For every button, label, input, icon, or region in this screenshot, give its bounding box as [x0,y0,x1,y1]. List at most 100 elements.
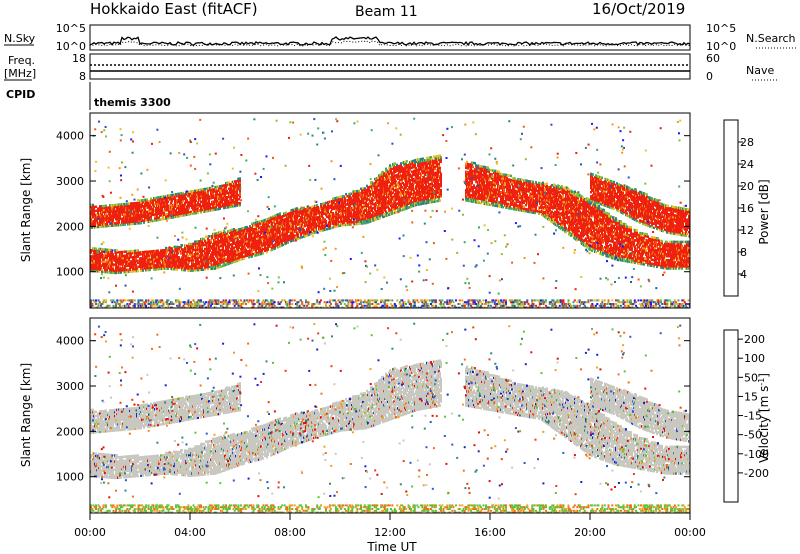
power-cell [411,176,413,180]
power-cell [438,162,440,166]
power-cell [95,259,97,263]
power-cell [371,180,373,184]
nave-tick-bottom: 0 [706,70,713,83]
power-cell [262,248,264,251]
power-cell [110,265,112,268]
power-cell [400,170,402,173]
power-cell [128,214,130,218]
power-cell [409,183,411,186]
power-cell [111,206,113,209]
power-cell [169,249,171,252]
power-cell [394,201,396,204]
power-cell [330,212,332,215]
power-cell [171,261,173,265]
power-cell [385,190,387,193]
power-cell [423,167,425,171]
power-cell [373,202,375,206]
power-cell [259,242,261,246]
power-cell [390,194,392,197]
power-cell [268,235,270,239]
power-cell [403,171,405,174]
power-cell [115,253,117,256]
power-cell [371,189,373,192]
power-cell [182,248,184,251]
power-cell [142,269,144,272]
power-cell [251,255,253,258]
power-cell [99,225,101,229]
power-cell [152,211,154,214]
power-cell [251,222,253,225]
power-cell [256,251,258,255]
power-cell [238,242,240,245]
power-cell [414,177,416,180]
power-cell [369,189,371,193]
nave-label: Nave [746,64,774,77]
power-cell [230,247,232,250]
power-cell [129,268,131,271]
power-cell [237,238,239,242]
power-cell [424,185,426,189]
power-cell [440,189,442,192]
nsky-panel: N.Sky 10^5 10^0 10^5 10^0 N.Search [4,22,796,53]
power-cell [369,191,371,195]
power-cell [302,213,304,216]
power-cell [248,243,250,247]
power-cell [212,251,214,254]
power-cell [429,168,431,171]
power-cell [298,228,300,232]
power-cell [426,162,428,166]
power-cell [223,256,225,259]
power-cell [203,254,205,257]
power-cell [130,206,132,209]
power-cell [121,221,123,224]
power-cell [90,218,92,221]
power-cell [178,258,180,261]
power-cell [97,259,99,263]
power-cell [215,242,217,246]
power-cell [372,190,374,194]
power-cell [196,266,198,270]
power-cell [278,216,280,220]
power-cell [383,194,385,198]
power-cell [173,207,175,211]
power-cell [139,215,141,219]
power-cell [168,214,170,218]
power-cell [406,160,408,163]
power-cell [348,211,350,214]
power-cell [366,219,368,222]
power-cell [435,157,437,160]
power-cell [280,232,282,235]
power-cell [208,255,210,259]
power-cell [158,212,160,215]
power-cell [124,258,126,262]
power-cell [302,227,304,230]
power-cell [180,252,182,255]
power-cell [390,202,392,206]
power-cell [419,200,421,204]
power-cell [203,237,205,241]
power-cell [423,169,425,173]
power-cell [208,251,210,254]
power-cell [142,250,144,254]
power-cell [374,198,376,201]
power-cell [414,161,416,164]
power-cell [92,203,94,207]
power-cell [180,196,182,199]
power-cell [192,261,194,264]
power-cell [141,261,143,264]
power-cell [387,205,389,209]
power-cell [95,205,97,208]
power-cell [432,170,434,173]
power-cell [210,255,212,258]
power-cell [253,240,255,243]
power-cell [422,184,424,187]
power-cell [281,217,283,220]
power-cell [163,253,165,256]
power-cell [181,260,183,263]
power-cell [373,192,375,195]
power-cell [144,208,146,212]
power-cell [303,206,305,210]
power-cell [363,191,365,194]
power-cell [116,265,118,268]
power-cell [431,194,433,198]
